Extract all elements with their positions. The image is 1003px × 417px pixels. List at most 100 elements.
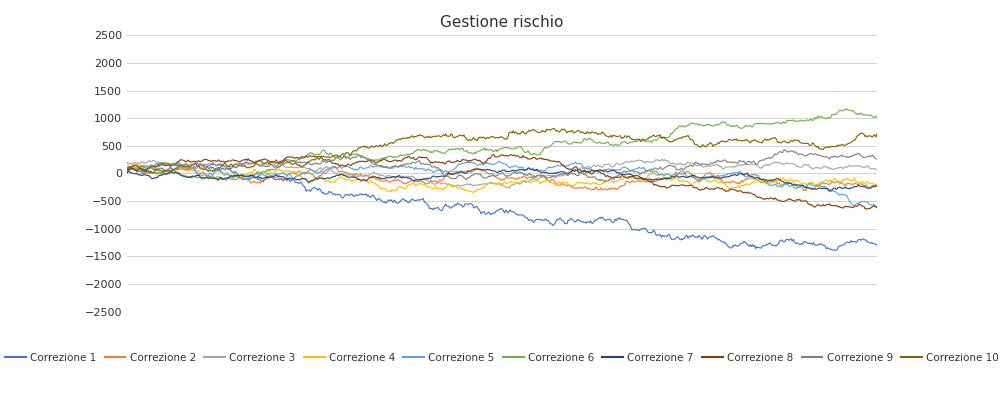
Correzione 8 [121,166,133,171]
Correzione 4 [798,181,810,186]
Correzione 7 [822,188,834,193]
Correzione 1 [705,234,717,239]
Correzione 10 [359,145,371,150]
Correzione 6 [840,106,852,111]
Correzione 7 [522,166,534,171]
Correzione 6 [359,155,371,160]
Correzione 9 [332,153,344,158]
Correzione 6 [705,123,717,128]
Line: Correzione 9: Correzione 9 [127,150,876,182]
Correzione 7 [304,178,316,183]
Correzione 8 [332,162,344,167]
Correzione 9 [870,157,882,162]
Correzione 2 [705,173,717,178]
Correzione 8 [304,153,316,158]
Line: Correzione 5: Correzione 5 [127,161,876,207]
Correzione 1 [305,187,317,192]
Correzione 1 [829,248,842,253]
Line: Correzione 7: Correzione 7 [127,168,876,191]
Correzione 7 [705,174,717,179]
Legend: Correzione 1, Correzione 2, Correzione 3, Correzione 4, Correzione 5, Correzione: Correzione 1, Correzione 2, Correzione 3… [1,349,1002,367]
Correzione 5 [797,184,809,189]
Line: Correzione 3: Correzione 3 [127,159,876,188]
Correzione 10 [305,157,317,162]
Correzione 3 [121,160,133,165]
Correzione 10 [870,131,882,136]
Line: Correzione 10: Correzione 10 [127,128,876,173]
Correzione 8 [705,186,717,191]
Correzione 8 [487,152,499,157]
Correzione 8 [861,207,873,212]
Correzione 9 [614,171,626,176]
Correzione 3 [706,163,718,168]
Correzione 1 [870,243,882,248]
Correzione 5 [869,204,881,209]
Correzione 3 [503,186,515,191]
Correzione 2 [121,168,133,173]
Correzione 8 [797,198,809,203]
Correzione 8 [614,175,626,180]
Correzione 2 [798,187,810,192]
Correzione 4 [121,163,133,168]
Correzione 6 [305,151,317,156]
Title: Gestione rischio: Gestione rischio [440,15,563,30]
Correzione 7 [332,173,344,178]
Line: Correzione 6: Correzione 6 [127,109,876,180]
Line: Correzione 8: Correzione 8 [127,155,876,209]
Line: Correzione 4: Correzione 4 [127,163,876,193]
Correzione 1 [359,192,371,197]
Correzione 2 [305,172,317,177]
Correzione 9 [778,147,790,152]
Correzione 3 [304,167,316,172]
Correzione 4 [359,178,371,183]
Correzione 6 [121,168,133,173]
Correzione 7 [614,171,626,176]
Correzione 9 [121,166,133,171]
Correzione 10 [548,126,560,131]
Correzione 3 [798,162,810,167]
Correzione 7 [358,178,370,183]
Correzione 2 [797,188,809,193]
Correzione 5 [870,204,882,209]
Correzione 5 [492,159,505,164]
Correzione 2 [870,184,882,189]
Correzione 2 [614,184,626,189]
Correzione 1 [797,239,809,244]
Correzione 8 [358,159,370,164]
Correzione 6 [870,115,882,120]
Correzione 6 [614,141,626,146]
Correzione 1 [333,193,345,198]
Correzione 3 [358,174,370,179]
Correzione 7 [121,169,133,174]
Correzione 4 [615,177,627,182]
Correzione 3 [614,162,626,167]
Correzione 9 [304,162,316,167]
Correzione 6 [333,157,345,162]
Correzione 4 [161,160,174,165]
Correzione 1 [614,217,626,222]
Correzione 6 [797,118,809,123]
Correzione 7 [870,183,882,188]
Correzione 10 [121,166,133,171]
Correzione 7 [797,184,809,189]
Correzione 5 [705,175,717,180]
Correzione 3 [656,157,668,162]
Correzione 2 [359,172,371,177]
Correzione 2 [127,164,139,169]
Correzione 10 [706,144,718,149]
Correzione 4 [305,179,317,184]
Correzione 4 [870,182,882,187]
Correzione 3 [332,172,344,177]
Correzione 1 [121,171,133,176]
Correzione 1 [194,161,206,166]
Correzione 5 [304,167,316,172]
Correzione 9 [598,179,610,184]
Correzione 5 [614,167,626,172]
Correzione 10 [798,141,810,146]
Correzione 3 [870,167,882,172]
Correzione 4 [467,190,479,195]
Correzione 5 [358,166,370,171]
Correzione 4 [333,176,345,181]
Line: Correzione 2: Correzione 2 [127,167,876,191]
Correzione 9 [358,155,370,160]
